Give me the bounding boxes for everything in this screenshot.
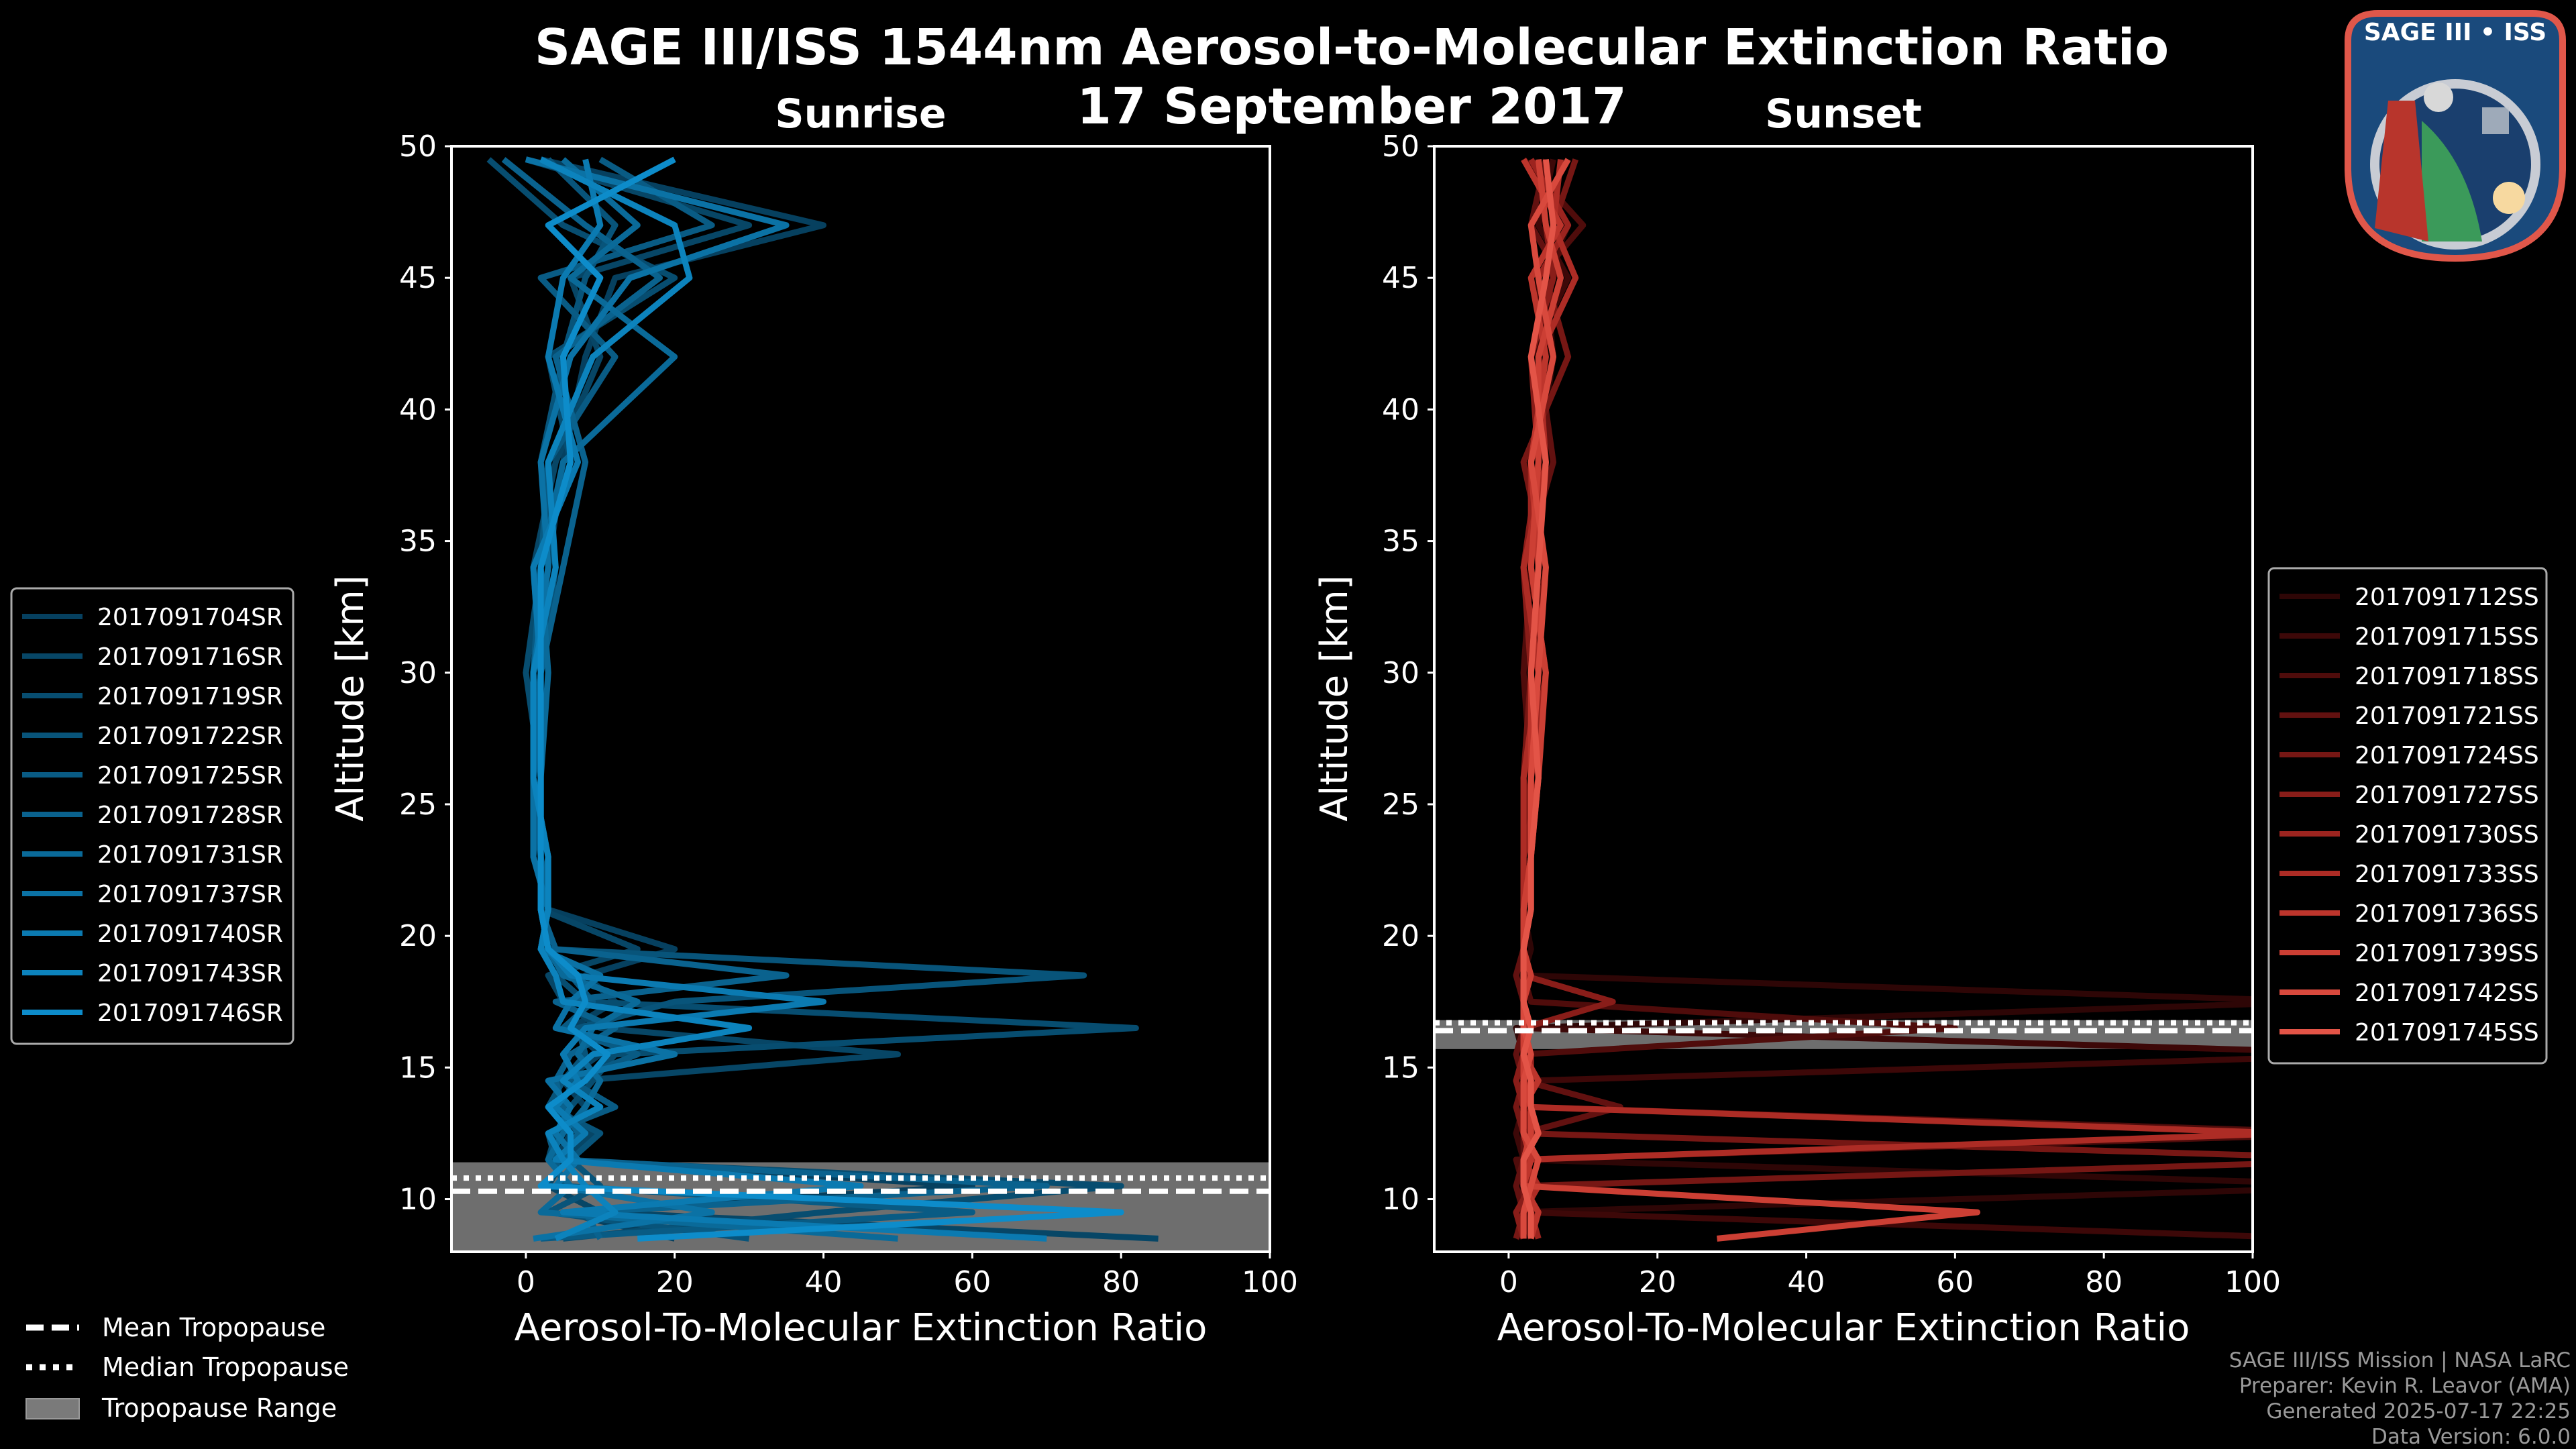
x-tick-label: 20: [656, 1265, 694, 1299]
y-tick-label: 40: [399, 392, 437, 427]
x-tick-label: 20: [1639, 1265, 1676, 1299]
legend-label: 2017091745SS: [2355, 1019, 2539, 1046]
legend-label: 2017091712SS: [2355, 584, 2539, 611]
x-tick-label: 80: [1102, 1265, 1140, 1299]
y-tick-label: 25: [399, 788, 437, 822]
y-tick-label: 25: [1382, 788, 1419, 822]
logo-text: SAGE III • ISS: [2364, 19, 2546, 46]
subplot-title: Sunset: [1765, 91, 1922, 138]
y-tick-label: 30: [399, 656, 437, 690]
figure-title: SAGE III/ISS 1544nm Aerosol-to-Molecular…: [535, 19, 2169, 76]
legend-label: 2017091728SR: [97, 802, 283, 829]
axes-frame: [1433, 145, 2254, 1253]
y-tick-label: 35: [1382, 525, 1419, 559]
series-line-2017091716SR: [525, 156, 1159, 1242]
y-tick-label: 30: [1382, 656, 1419, 690]
legend-label: 2017091731SR: [97, 841, 283, 869]
y-axis-label: Altitude [km]: [1313, 575, 1356, 821]
axes-frame: [450, 145, 1271, 1253]
legend-label: 2017091730SS: [2355, 821, 2539, 849]
x-tick-label: 60: [953, 1265, 991, 1299]
figure-subtitle: 17 September 2017: [1077, 78, 1626, 136]
y-tick-label: 15: [1382, 1051, 1419, 1085]
legend-label: 2017091716SR: [97, 643, 283, 671]
footer-line: Preparer: Kevin R. Leavor (AMA): [2239, 1374, 2571, 1398]
legend-label: 2017091727SS: [2355, 782, 2539, 809]
legend-label: 2017091719SR: [97, 683, 283, 710]
subplot-title: Sunrise: [775, 91, 946, 138]
legend-label: 2017091746SR: [97, 1000, 283, 1027]
legend-frame: [10, 587, 294, 1045]
tropopause-range-label: Tropopause Range: [101, 1393, 337, 1423]
legend-label: 2017091740SR: [97, 920, 283, 948]
y-tick-label: 35: [399, 525, 437, 559]
series-line-2017091722SR: [530, 157, 1087, 1242]
x-axis-label: Aerosol-To-Molecular Extinction Ratio: [515, 1306, 1208, 1350]
footer-line: Data Version: 6.0.0: [2371, 1425, 2571, 1449]
legend-label: 2017091724SS: [2355, 742, 2539, 769]
legend-label: 2017091721SS: [2355, 702, 2539, 730]
mean-tropopause-label: Mean Tropopause: [102, 1313, 325, 1342]
x-tick-label: 40: [805, 1265, 843, 1299]
legend-label: 2017091737SR: [97, 881, 283, 908]
x-axis-label: Aerosol-To-Molecular Extinction Ratio: [1497, 1306, 2190, 1350]
series-legend-left: 2017091704SR 2017091716SR 2017091719SR 2017…: [10, 587, 294, 1045]
y-tick-label: 50: [1382, 129, 1419, 164]
x-tick-label: 100: [2224, 1265, 2281, 1299]
legend-label: 2017091733SS: [2355, 861, 2539, 888]
y-tick-label: 10: [1382, 1183, 1419, 1217]
legend-label: 2017091736SS: [2355, 900, 2539, 928]
x-tick-label: 100: [1242, 1265, 1298, 1299]
plot-area: [1434, 157, 2253, 1242]
legend-label: 2017091743SR: [97, 960, 283, 987]
legend-label: 2017091739SS: [2355, 940, 2539, 967]
footer-credits: SAGE III/ISS Mission | NASA LaRC Prepare…: [2229, 1348, 2571, 1449]
y-tick-label: 50: [399, 129, 437, 164]
legend-label: 2017091742SS: [2355, 979, 2539, 1007]
plot-sunset: 0 20 40 60 80 100 10 15 20 25 30 35 40 45 50 Sunset Aero…: [1313, 91, 2548, 1350]
y-tick-label: 10: [399, 1183, 437, 1217]
y-tick-label: 20: [399, 919, 437, 953]
sage-iii-iss-mission-logo: SAGE III • ISS: [2345, 10, 2566, 262]
plot-area: [451, 156, 1270, 1252]
legend-label: 2017091715SS: [2355, 623, 2539, 651]
y-tick-label: 45: [399, 261, 437, 295]
x-tick-label: 80: [2085, 1265, 2123, 1299]
x-tick-label: 0: [1499, 1265, 1518, 1299]
y-tick-label: 40: [1382, 392, 1419, 427]
tropopause-legend: Mean Tropopause Median Tropopause Tropop…: [25, 1313, 349, 1423]
y-axis-label: Altitude [km]: [329, 575, 372, 821]
x-tick-label: 60: [1936, 1265, 1974, 1299]
tropopause-range-swatch: [25, 1398, 80, 1419]
footer-line: Generated 2025-07-17 22:25: [2266, 1399, 2571, 1424]
x-tick-label: 0: [517, 1265, 535, 1299]
median-tropopause-label: Median Tropopause: [102, 1352, 349, 1382]
y-tick-label: 45: [1382, 261, 1419, 295]
footer-line: SAGE III/ISS Mission | NASA LaRC: [2229, 1348, 2571, 1373]
series-line-2017091746SR: [537, 156, 1124, 1242]
legend-label: 2017091718SS: [2355, 663, 2539, 690]
y-tick-label: 15: [399, 1051, 437, 1085]
legend-label: 2017091725SR: [97, 762, 283, 790]
series-line-2017091745SS: [1520, 159, 1556, 1239]
series-line-2017091743SR: [530, 156, 753, 1242]
y-tick-label: 20: [1382, 919, 1419, 953]
legend-label: 2017091722SR: [97, 722, 283, 750]
x-tick-label: 40: [1788, 1265, 1825, 1299]
series-legend-right: 2017091712SS 2017091715SS 2017091718SS 2017…: [2267, 567, 2548, 1065]
legend-label: 2017091704SR: [97, 604, 283, 631]
plot-sunrise: 0 20 40 60 80 100 10 15 20 25 30 35 40 45 50 Sunrise Aer…: [10, 91, 1298, 1350]
legend-frame: [2267, 567, 2548, 1065]
